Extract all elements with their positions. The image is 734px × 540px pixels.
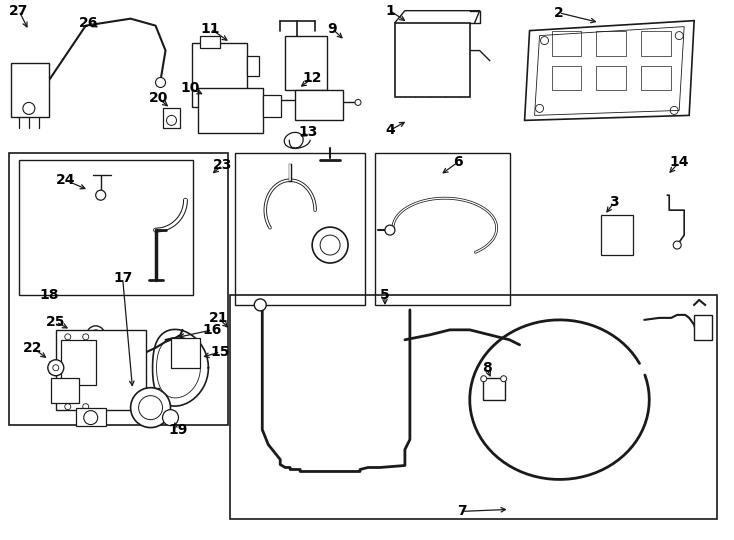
Circle shape — [156, 78, 166, 87]
Text: 26: 26 — [79, 16, 98, 30]
Bar — [76, 408, 106, 426]
Text: 18: 18 — [39, 288, 59, 302]
Text: 8: 8 — [482, 361, 492, 375]
Text: 10: 10 — [181, 82, 200, 96]
Bar — [9, 153, 228, 424]
Bar — [192, 43, 247, 107]
Bar — [551, 31, 581, 56]
Circle shape — [167, 116, 176, 125]
Bar — [162, 109, 181, 129]
Circle shape — [23, 103, 34, 114]
Circle shape — [312, 227, 348, 263]
Circle shape — [131, 388, 170, 428]
Circle shape — [254, 299, 266, 311]
Circle shape — [536, 104, 544, 112]
Bar — [11, 63, 49, 117]
Circle shape — [673, 241, 681, 249]
Bar — [61, 340, 95, 384]
Bar — [236, 153, 365, 305]
Text: 25: 25 — [46, 315, 65, 329]
Bar — [170, 338, 200, 368]
Text: 2: 2 — [553, 5, 564, 19]
Text: 21: 21 — [208, 311, 228, 325]
Circle shape — [501, 376, 506, 382]
Text: 9: 9 — [327, 22, 337, 36]
Bar — [247, 56, 259, 76]
Bar — [597, 31, 626, 56]
Text: 1: 1 — [385, 4, 395, 18]
Circle shape — [48, 360, 64, 376]
Text: 5: 5 — [380, 288, 390, 302]
Circle shape — [670, 106, 678, 114]
Circle shape — [83, 404, 89, 410]
Circle shape — [95, 190, 106, 200]
Circle shape — [84, 410, 98, 424]
Bar — [551, 65, 581, 91]
Polygon shape — [525, 21, 694, 120]
Text: 17: 17 — [113, 271, 132, 285]
Bar — [198, 89, 264, 133]
Circle shape — [65, 334, 70, 340]
Circle shape — [139, 396, 162, 420]
Text: 11: 11 — [200, 22, 220, 36]
Text: 16: 16 — [203, 323, 222, 337]
Text: 3: 3 — [609, 195, 619, 209]
Circle shape — [162, 410, 178, 426]
Text: 13: 13 — [299, 125, 318, 139]
Text: 27: 27 — [10, 4, 29, 18]
Text: 4: 4 — [385, 123, 395, 137]
Bar — [601, 215, 633, 255]
Bar — [295, 91, 343, 120]
Text: 19: 19 — [169, 423, 188, 436]
Bar — [19, 160, 194, 295]
Circle shape — [481, 376, 487, 382]
Circle shape — [87, 326, 105, 344]
Bar — [642, 31, 671, 56]
Bar — [694, 315, 712, 340]
Bar — [483, 377, 505, 400]
Circle shape — [320, 235, 340, 255]
Text: 23: 23 — [213, 158, 232, 172]
Bar — [286, 36, 327, 91]
Circle shape — [65, 404, 70, 410]
Circle shape — [385, 225, 395, 235]
Text: 6: 6 — [453, 156, 462, 169]
Text: 15: 15 — [211, 345, 230, 359]
Bar — [56, 330, 145, 410]
Bar — [230, 295, 717, 519]
Text: 14: 14 — [669, 156, 689, 169]
Text: 22: 22 — [23, 341, 43, 355]
Text: 7: 7 — [457, 504, 467, 518]
Bar — [395, 23, 470, 97]
Text: 12: 12 — [302, 71, 322, 85]
Bar — [375, 153, 509, 305]
Circle shape — [675, 32, 683, 39]
Bar — [264, 96, 281, 117]
Circle shape — [83, 334, 89, 340]
Bar — [642, 65, 671, 91]
Circle shape — [355, 99, 361, 105]
Text: 20: 20 — [149, 91, 168, 105]
Circle shape — [53, 364, 59, 371]
Bar — [51, 377, 79, 403]
Circle shape — [91, 330, 101, 340]
Bar — [200, 36, 220, 48]
Text: 24: 24 — [56, 173, 76, 187]
Bar — [597, 65, 626, 91]
Circle shape — [540, 37, 548, 45]
